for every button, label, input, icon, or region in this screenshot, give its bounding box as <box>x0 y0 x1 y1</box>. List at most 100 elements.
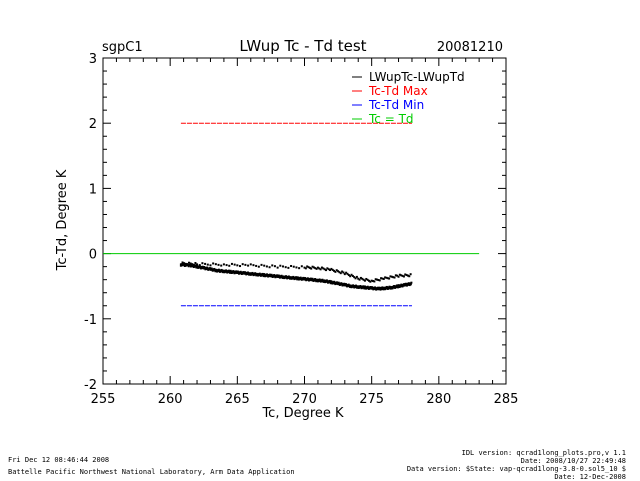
data-point <box>229 271 232 274</box>
data-point <box>207 267 210 270</box>
data-point <box>393 276 396 279</box>
data-point <box>197 266 200 269</box>
data-point <box>239 265 242 268</box>
data-point <box>228 264 231 267</box>
data-point <box>194 265 197 268</box>
data-point <box>228 270 231 273</box>
data-point <box>306 277 309 280</box>
data-point <box>406 274 409 277</box>
data-point <box>278 276 281 279</box>
data-point <box>355 275 358 278</box>
data-point <box>288 277 291 280</box>
data-point <box>389 275 392 278</box>
data-point <box>374 287 377 290</box>
data-point <box>321 279 324 282</box>
footer-right-4: Date: 12-Dec-2008 <box>554 473 626 481</box>
plot-frame <box>102 57 507 385</box>
data-point <box>235 270 238 273</box>
data-point <box>267 274 270 277</box>
data-point <box>253 273 256 276</box>
data-point <box>273 274 276 277</box>
data-point <box>404 284 407 287</box>
data-point <box>263 274 266 277</box>
data-point <box>404 273 407 276</box>
data-point <box>362 285 365 288</box>
data-point <box>269 275 272 278</box>
data-point <box>384 276 387 279</box>
data-point <box>293 278 296 281</box>
data-point <box>262 274 265 277</box>
data-point <box>225 264 228 267</box>
data-point <box>252 273 255 276</box>
data-point <box>241 271 244 274</box>
data-point <box>186 263 189 266</box>
data-point <box>232 271 235 274</box>
data-point <box>279 275 282 278</box>
data-point <box>333 281 336 284</box>
data-point <box>236 264 239 267</box>
y-tick-label: 1 <box>89 182 97 197</box>
data-point <box>360 287 363 290</box>
data-point <box>346 283 349 286</box>
data-point <box>260 273 263 276</box>
data-point <box>313 278 316 281</box>
data-point <box>385 276 388 279</box>
data-point <box>327 268 330 271</box>
data-point <box>222 270 225 273</box>
data-point <box>300 278 303 281</box>
data-point <box>247 264 250 267</box>
data-point <box>233 263 236 266</box>
data-point <box>392 276 395 279</box>
site-label: sgpC1 <box>102 40 143 55</box>
data-point <box>358 285 361 288</box>
data-point <box>271 275 274 278</box>
data-point <box>197 265 200 268</box>
data-point <box>368 286 371 289</box>
data-point <box>366 287 369 290</box>
data-point <box>201 262 204 265</box>
x-tick-label: 270 <box>292 392 317 407</box>
data-point <box>206 263 209 266</box>
data-point <box>332 281 335 284</box>
data-point <box>363 285 366 288</box>
data-point <box>259 274 262 277</box>
data-point <box>361 286 364 289</box>
data-point <box>265 273 268 276</box>
data-point <box>283 277 286 280</box>
data-point <box>291 276 294 279</box>
data-point <box>327 281 330 284</box>
legend-label: Tc-Td Max <box>368 84 428 98</box>
data-point <box>341 284 344 287</box>
data-point <box>246 273 249 276</box>
data-point <box>263 264 266 267</box>
data-point <box>375 287 378 290</box>
data-point <box>316 280 319 283</box>
data-point <box>329 282 332 285</box>
data-point <box>251 271 254 274</box>
data-point <box>380 277 383 280</box>
data-point <box>189 262 192 265</box>
data-point <box>264 275 267 278</box>
data-point <box>273 275 276 278</box>
data-point <box>254 273 257 276</box>
data-point <box>229 269 232 272</box>
data-point <box>300 265 303 268</box>
data-point <box>236 270 239 273</box>
data-point <box>224 270 227 273</box>
data-point <box>356 286 359 289</box>
data-point <box>253 272 256 275</box>
footer-left-1: Fri Dec 12 08:46:44 2008 <box>8 456 110 464</box>
data-point <box>231 270 234 273</box>
data-point <box>199 266 202 269</box>
data-point <box>308 266 311 269</box>
data-point <box>200 265 203 268</box>
data-point <box>346 272 349 275</box>
data-point <box>196 265 199 268</box>
data-point <box>363 287 366 290</box>
data-point <box>395 286 398 289</box>
data-point <box>220 270 223 273</box>
data-point <box>275 275 278 278</box>
data-point <box>371 287 374 290</box>
data-point <box>394 274 397 277</box>
